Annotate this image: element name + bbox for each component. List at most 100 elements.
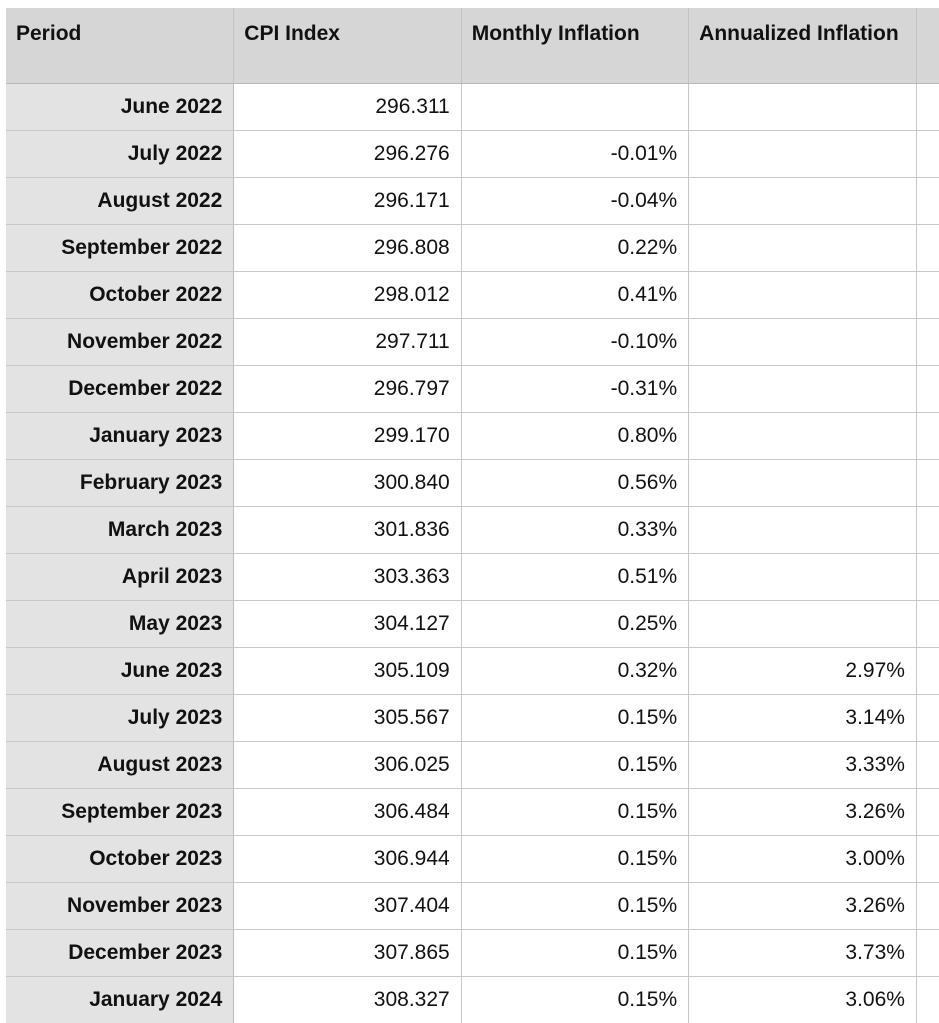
value-cell: -0.10% [461,317,690,366]
row-filler [916,740,939,789]
table-row: January 2023 299.170 0.80% [6,411,939,460]
column-header: Monthly Inflation [461,8,690,84]
table-row: March 2023 301.836 0.33% [6,505,939,554]
row-filler [916,881,939,930]
value-cell: 296.311 [233,82,462,131]
period-cell: April 2023 [6,552,235,601]
value-cell: 307.865 [233,928,462,977]
row-filler [916,646,939,695]
value-cell: 0.15% [461,693,690,742]
table-row: May 2023 304.127 0.25% [6,599,939,648]
value-cell [688,552,917,601]
value-cell: 303.363 [233,552,462,601]
period-cell: November 2023 [6,881,235,930]
value-cell: 3.14% [688,693,917,742]
header-filler [916,8,939,84]
table-row: December 2023 307.865 0.15% 3.73% [6,928,939,977]
cpi-table: Period CPI Index Monthly Inflation Annualiz… [6,8,939,1023]
value-cell: 3.26% [688,787,917,836]
period-cell: January 2023 [6,411,235,460]
value-cell: 296.797 [233,364,462,413]
table-row: April 2023 303.363 0.51% [6,552,939,601]
value-cell: 0.15% [461,975,690,1023]
row-filler [916,411,939,460]
period-cell: December 2022 [6,364,235,413]
value-cell: 0.15% [461,928,690,977]
table-row: July 2023 305.567 0.15% 3.14% [6,693,939,742]
table-row: October 2023 306.944 0.15% 3.00% [6,834,939,883]
period-cell: June 2022 [6,82,235,131]
table-row: January 2024 308.327 0.15% 3.06% [6,975,939,1023]
period-cell: August 2023 [6,740,235,789]
value-cell: 305.109 [233,646,462,695]
value-cell: 0.15% [461,787,690,836]
row-filler [916,176,939,225]
value-cell: 298.012 [233,270,462,319]
value-cell [688,364,917,413]
column-header: CPI Index [233,8,462,84]
table-row: July 2022 296.276 -0.01% [6,129,939,178]
value-cell: 306.484 [233,787,462,836]
value-cell: 307.404 [233,881,462,930]
value-cell: 0.15% [461,881,690,930]
value-cell: 2.97% [688,646,917,695]
value-cell: 308.327 [233,975,462,1023]
period-cell: September 2023 [6,787,235,836]
period-cell: February 2023 [6,458,235,507]
value-cell: 304.127 [233,599,462,648]
table-row: September 2022 296.808 0.22% [6,223,939,272]
period-cell: January 2024 [6,975,235,1023]
table-row: August 2022 296.171 -0.04% [6,176,939,225]
value-cell [688,223,917,272]
column-header: Annualized Inflation [688,8,917,84]
value-cell: 0.15% [461,834,690,883]
value-cell: 0.51% [461,552,690,601]
value-cell: 297.711 [233,317,462,366]
row-filler [916,787,939,836]
value-cell: 299.170 [233,411,462,460]
period-cell: December 2023 [6,928,235,977]
row-filler [916,82,939,131]
value-cell [688,82,917,131]
period-cell: July 2023 [6,693,235,742]
value-cell: 0.80% [461,411,690,460]
value-cell: 0.22% [461,223,690,272]
table-row: June 2023 305.109 0.32% 2.97% [6,646,939,695]
period-cell: June 2023 [6,646,235,695]
row-filler [916,223,939,272]
table-row: September 2023 306.484 0.15% 3.26% [6,787,939,836]
table-row: November 2022 297.711 -0.10% [6,317,939,366]
value-cell: 306.025 [233,740,462,789]
row-filler [916,552,939,601]
value-cell: 296.808 [233,223,462,272]
value-cell: 3.00% [688,834,917,883]
row-filler [916,599,939,648]
row-filler [916,317,939,366]
value-cell: 300.840 [233,458,462,507]
value-cell: 301.836 [233,505,462,554]
value-cell: 0.25% [461,599,690,648]
value-cell [688,505,917,554]
row-filler [916,129,939,178]
value-cell [688,129,917,178]
value-cell: 296.276 [233,129,462,178]
value-cell: 3.73% [688,928,917,977]
value-cell: -0.01% [461,129,690,178]
header-row: Period CPI Index Monthly Inflation Annualiz… [6,8,939,84]
row-filler [916,975,939,1023]
value-cell: -0.31% [461,364,690,413]
period-cell: November 2022 [6,317,235,366]
table-row: December 2022 296.797 -0.31% [6,364,939,413]
value-cell [688,270,917,319]
period-cell: March 2023 [6,505,235,554]
period-cell: August 2022 [6,176,235,225]
row-filler [916,364,939,413]
column-header: Period [6,8,235,84]
value-cell: 0.15% [461,740,690,789]
table-row: February 2023 300.840 0.56% [6,458,939,507]
period-cell: May 2023 [6,599,235,648]
table-row: November 2023 307.404 0.15% 3.26% [6,881,939,930]
row-filler [916,928,939,977]
period-cell: July 2022 [6,129,235,178]
